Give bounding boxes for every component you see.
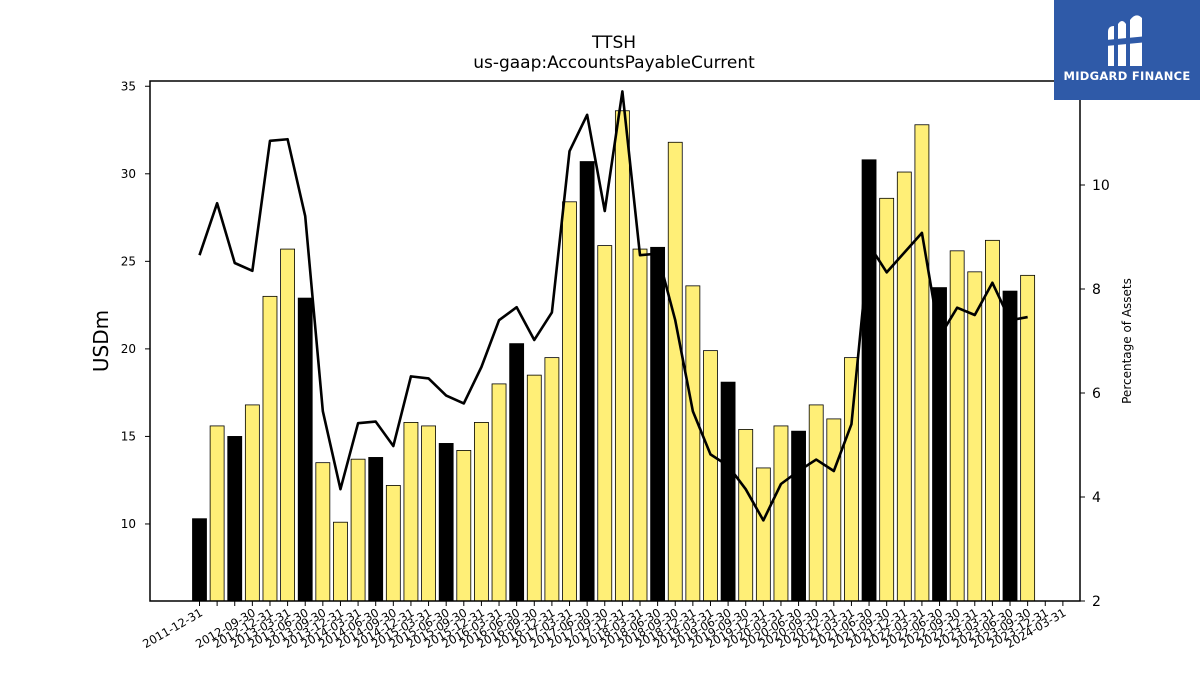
bar — [209, 425, 225, 602]
chart-subtitle: us-gaap:AccountsPayableCurrent — [473, 53, 755, 73]
bar — [474, 422, 489, 602]
bar — [350, 458, 366, 602]
bar — [333, 521, 348, 602]
bar — [826, 418, 842, 602]
y-tick-label: 10 — [121, 517, 136, 531]
bar — [315, 462, 331, 602]
chart-title: TTSH — [591, 33, 636, 53]
bar — [262, 295, 278, 602]
bar — [227, 436, 243, 602]
logo-text: MIDGARD FINANCE — [1063, 69, 1191, 83]
bar — [667, 141, 683, 602]
y-axis: 10 15 20 25 30 35 — [121, 79, 150, 531]
bar — [456, 450, 472, 602]
bar — [1002, 290, 1018, 602]
bar — [509, 343, 525, 602]
y-tick-label: 30 — [121, 167, 136, 181]
bar — [297, 297, 313, 602]
y-tick-label: 25 — [121, 254, 136, 268]
y-tick-label: 20 — [121, 342, 136, 356]
y2-tick-label: 8 — [1092, 282, 1101, 298]
bar — [861, 159, 877, 602]
plot-frame — [149, 80, 1081, 602]
y2-axis-label: Percentage of Assets — [1120, 278, 1134, 404]
line-path — [198, 90, 1028, 522]
bar — [703, 350, 718, 602]
brand-logo: MIDGARD FINANCE — [1054, 0, 1200, 100]
bar — [720, 381, 736, 602]
x-axis: 2011-12-312012-09-302012-12-312013-03-31… — [140, 601, 1068, 651]
bar — [808, 404, 824, 602]
y2-tick-label: 2 — [1092, 594, 1101, 610]
bar — [844, 357, 859, 602]
bar — [949, 250, 965, 602]
bar — [879, 197, 895, 602]
bar — [562, 201, 577, 602]
bar — [967, 271, 983, 602]
bar — [614, 110, 630, 602]
bar — [491, 383, 507, 602]
bar — [421, 425, 436, 602]
bar — [896, 171, 912, 602]
bar — [914, 124, 930, 602]
bar — [403, 422, 419, 602]
bar — [597, 245, 613, 602]
bar — [1020, 274, 1036, 602]
bar — [192, 518, 207, 602]
line-series — [198, 90, 1028, 522]
bar — [438, 443, 454, 602]
bar — [526, 374, 542, 602]
bar — [579, 161, 595, 602]
bar — [650, 246, 666, 602]
bar — [244, 404, 260, 602]
y2-axis: 2 4 6 8 10 — [1080, 178, 1110, 610]
y2-tick-label: 4 — [1092, 490, 1101, 506]
y2-tick-label: 6 — [1092, 386, 1101, 402]
bar — [755, 467, 771, 602]
logo-mark-icon — [1106, 15, 1148, 66]
bar — [773, 425, 789, 602]
bar — [632, 248, 648, 602]
y-axis-label: USDm — [89, 310, 113, 372]
bar — [685, 285, 701, 602]
bar — [544, 357, 560, 602]
bar — [385, 485, 401, 602]
bar — [738, 429, 754, 602]
bar — [368, 457, 384, 602]
y-tick-label: 15 — [121, 429, 136, 443]
bar — [280, 248, 296, 602]
bar — [791, 430, 806, 602]
y2-tick-label: 10 — [1092, 178, 1110, 194]
y-tick-label: 35 — [121, 79, 136, 93]
